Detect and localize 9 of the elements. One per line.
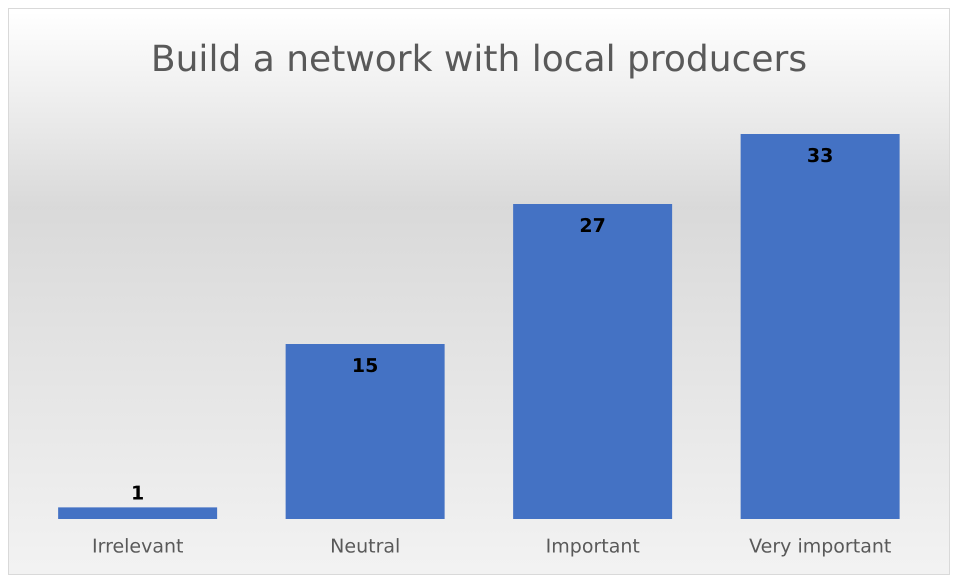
x-tick-label: Important — [546, 535, 640, 558]
data-label: 27 — [579, 215, 606, 237]
x-tick-label: Irrelevant — [92, 535, 184, 558]
data-label: 1 — [131, 482, 144, 504]
data-label: 33 — [806, 145, 834, 167]
chart-title: Build a network with local producers — [150, 39, 808, 80]
data-label: 15 — [352, 355, 378, 377]
x-tick-label: Neutral — [330, 535, 400, 558]
x-tick-label: Very important — [749, 535, 892, 558]
